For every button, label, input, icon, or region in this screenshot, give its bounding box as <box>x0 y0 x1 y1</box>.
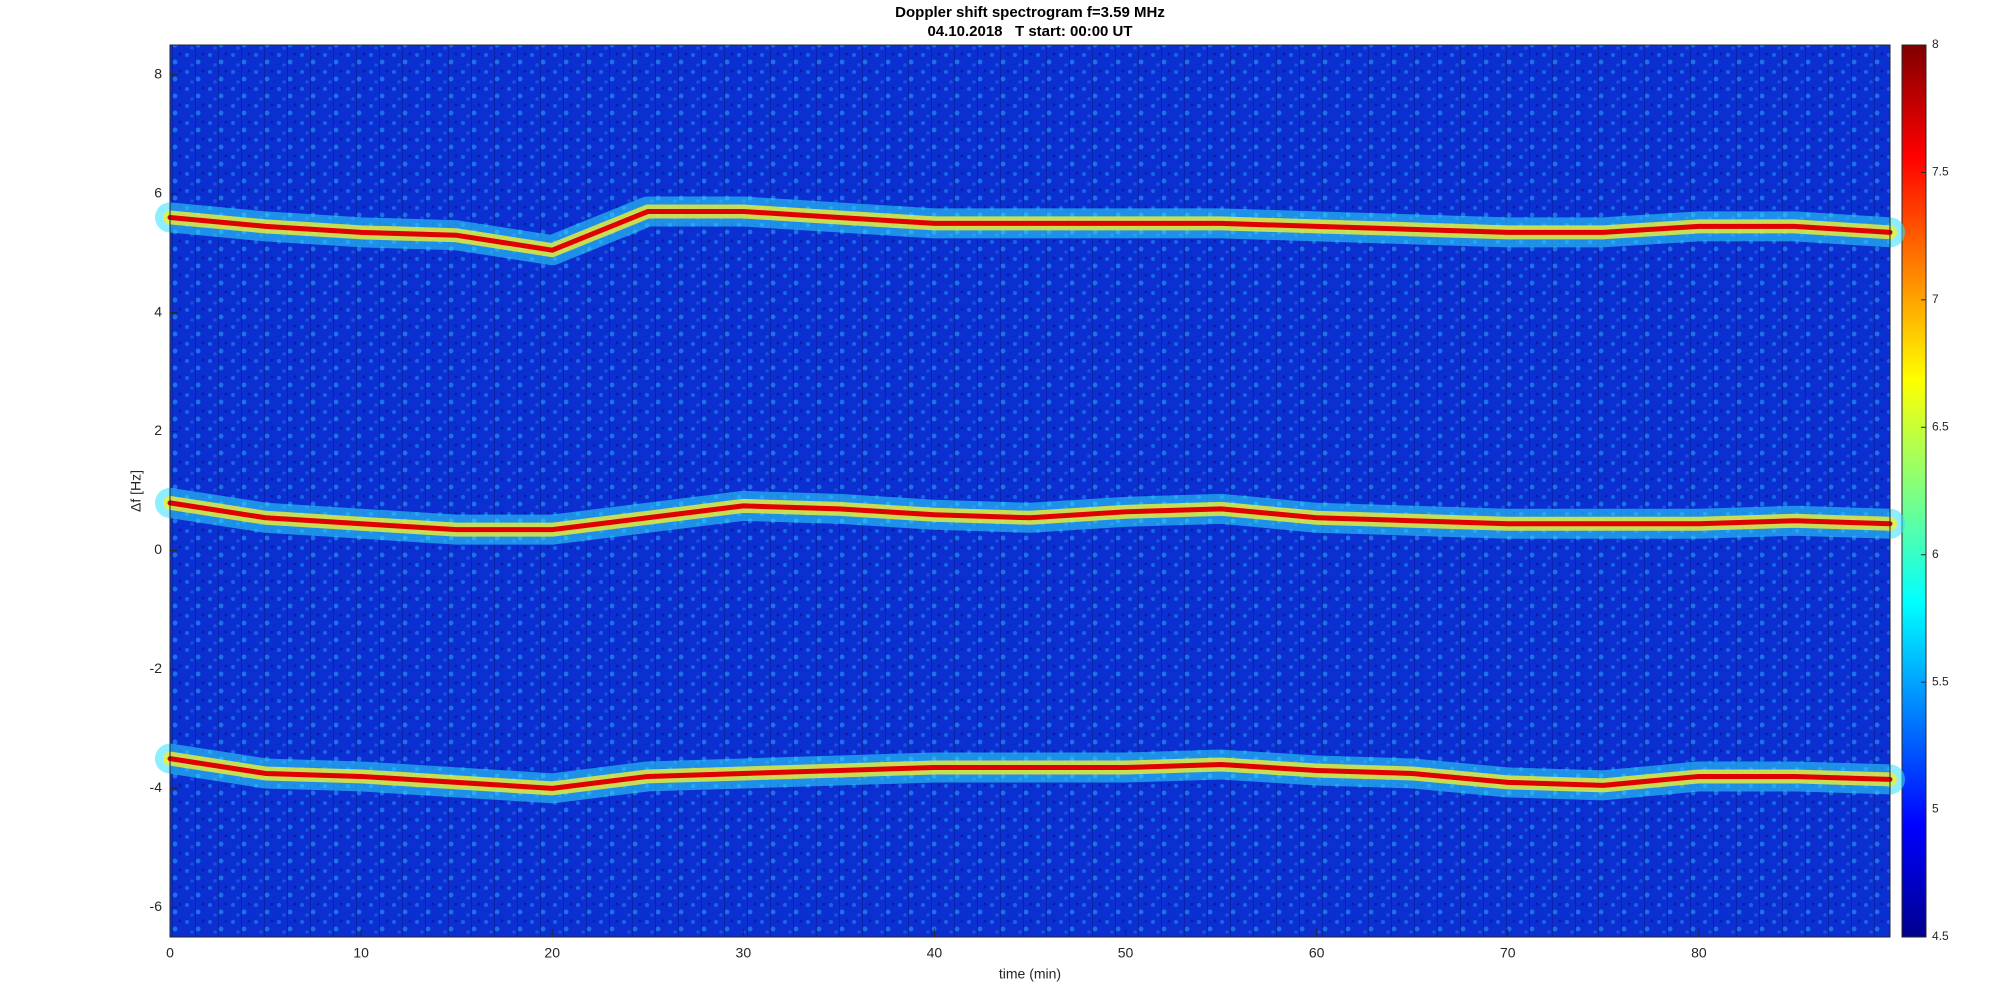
y-tick-label: 2 <box>154 422 162 438</box>
colorbar-tick-label: 8 <box>1932 37 1939 51</box>
trace <box>167 209 1893 253</box>
colorbar-tick-label: 7 <box>1932 292 1939 306</box>
trace <box>167 756 1893 791</box>
colorbar <box>1901 44 1927 938</box>
x-tick-label: 0 <box>166 945 174 961</box>
colorbar-tick-label: 5.5 <box>1932 674 1949 688</box>
colorbar-tick-label: 6.5 <box>1932 419 1949 433</box>
trace <box>167 500 1893 533</box>
x-tick-label: 40 <box>927 945 943 961</box>
y-tick-label: 4 <box>154 303 162 319</box>
colorbar-tick-label: 4.5 <box>1932 929 1949 943</box>
y-tick-label: 6 <box>154 184 162 200</box>
y-axis-label: Δf [Hz] <box>128 470 144 512</box>
y-tick-label: -6 <box>150 898 163 914</box>
y-tick-label: 8 <box>154 65 162 81</box>
y-tick-label: 0 <box>154 541 162 557</box>
x-tick-label: 70 <box>1500 945 1516 961</box>
colorbar-tick-label: 7.5 <box>1932 165 1949 179</box>
chart-subtitle: 04.10.2018 T start: 00:00 UT <box>927 23 1132 40</box>
x-axis-label: time (min) <box>999 966 1061 982</box>
x-tick-label: 30 <box>736 945 752 961</box>
colorbar-tick-label: 5 <box>1932 802 1939 816</box>
spectrogram-background <box>170 45 1890 937</box>
x-tick-label: 60 <box>1309 945 1325 961</box>
chart-title: Doppler shift spectrogram f=3.59 MHz <box>895 4 1165 21</box>
plot-frame <box>169 44 1891 938</box>
y-tick-label: -4 <box>150 779 163 795</box>
x-tick-label: 80 <box>1691 945 1707 961</box>
x-tick-label: 50 <box>1118 945 1134 961</box>
x-tick-label: 10 <box>353 945 369 961</box>
y-tick-label: -2 <box>150 660 163 676</box>
x-tick-label: 20 <box>544 945 560 961</box>
colorbar-tick-label: 6 <box>1932 547 1939 561</box>
